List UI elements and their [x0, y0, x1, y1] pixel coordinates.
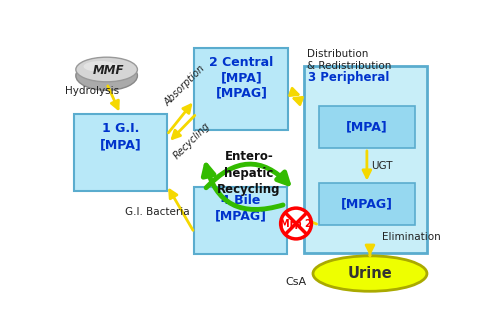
- Ellipse shape: [313, 256, 427, 291]
- Text: Recycling: Recycling: [171, 120, 212, 161]
- Text: G.I. Bacteria: G.I. Bacteria: [125, 207, 190, 217]
- Ellipse shape: [84, 61, 118, 72]
- Text: CsA: CsA: [285, 277, 307, 287]
- Text: Urine: Urine: [347, 266, 392, 281]
- FancyBboxPatch shape: [304, 66, 427, 253]
- FancyBboxPatch shape: [194, 187, 287, 254]
- Text: [MPA]: [MPA]: [221, 71, 262, 84]
- Text: Distribution
& Redistribution: Distribution & Redistribution: [307, 49, 391, 71]
- Text: Hydrolysis: Hydrolysis: [65, 86, 119, 96]
- FancyBboxPatch shape: [319, 107, 415, 148]
- Text: UGT: UGT: [371, 161, 393, 171]
- Ellipse shape: [76, 61, 138, 90]
- Text: Absorption: Absorption: [162, 63, 207, 108]
- Text: 2 Central: 2 Central: [209, 56, 274, 69]
- Text: Entero-
hepatic
Recycling: Entero- hepatic Recycling: [217, 150, 281, 196]
- Circle shape: [280, 208, 312, 239]
- Text: [MPAG]: [MPAG]: [215, 87, 267, 99]
- Ellipse shape: [76, 57, 138, 82]
- FancyBboxPatch shape: [319, 184, 415, 225]
- Text: MMF: MMF: [92, 64, 124, 77]
- FancyBboxPatch shape: [74, 114, 167, 191]
- Text: [MPAG]: [MPAG]: [341, 198, 393, 211]
- Text: [MPAG]: [MPAG]: [215, 210, 267, 223]
- Text: Elimination: Elimination: [382, 232, 440, 242]
- Text: [MPA]: [MPA]: [100, 139, 141, 152]
- Text: [MPA]: [MPA]: [346, 121, 388, 134]
- Text: 3 Peripheral: 3 Peripheral: [308, 71, 390, 84]
- Text: Mrp 2: Mrp 2: [280, 218, 312, 229]
- FancyBboxPatch shape: [194, 48, 288, 130]
- Text: 1 G.I.: 1 G.I.: [102, 122, 139, 135]
- Text: 4 Bile: 4 Bile: [221, 194, 260, 207]
